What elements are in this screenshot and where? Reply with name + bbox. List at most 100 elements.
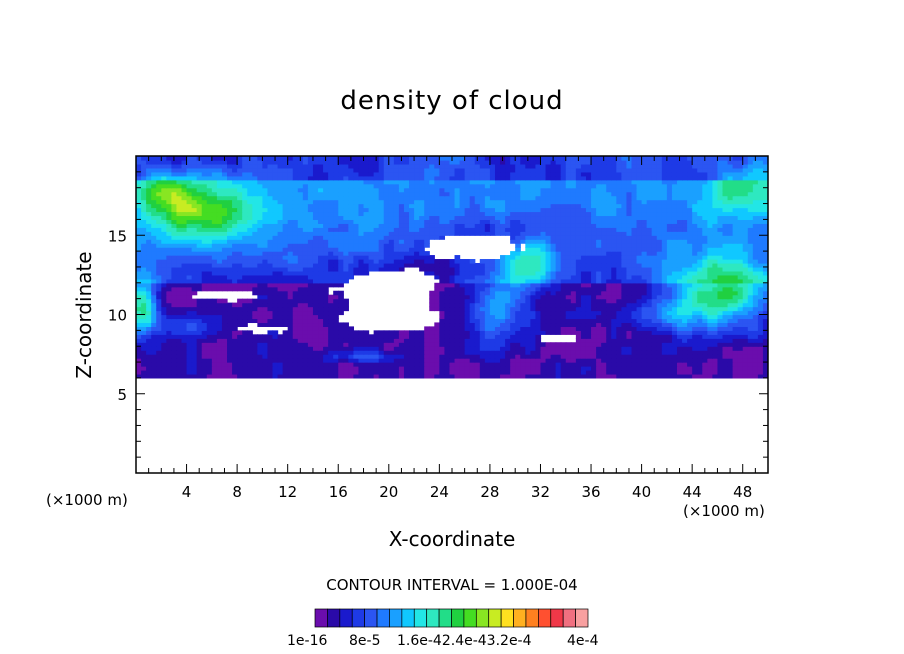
density-cell <box>666 306 673 312</box>
density-cell <box>474 274 481 280</box>
density-cell <box>494 346 501 351</box>
density-cell <box>449 330 456 335</box>
density-cell <box>580 219 587 224</box>
density-cell <box>419 231 425 236</box>
density-cell <box>166 243 172 248</box>
density-cell <box>545 215 552 220</box>
density-cell <box>570 243 577 248</box>
density-cell <box>267 373 274 379</box>
density-cell <box>307 290 314 296</box>
density-cell <box>712 322 719 327</box>
density-cell <box>307 251 314 256</box>
density-cell <box>737 207 744 213</box>
density-cell <box>368 251 375 256</box>
density-cell <box>272 346 279 351</box>
density-cell <box>363 235 370 240</box>
density-cell <box>318 294 324 300</box>
density-cell <box>707 290 713 296</box>
density-cell <box>742 306 749 312</box>
density-cell <box>338 243 344 248</box>
density-cell <box>287 235 294 240</box>
density-cell <box>601 294 607 300</box>
density-cell <box>221 247 228 252</box>
density-cell <box>277 219 284 224</box>
density-cell <box>181 362 188 367</box>
density-cell <box>333 302 339 308</box>
density-cell <box>166 342 172 347</box>
density-cell <box>489 231 496 236</box>
density-cell <box>702 358 708 363</box>
density-cell <box>469 278 476 284</box>
density-cell <box>762 314 768 320</box>
density-cell <box>757 243 764 248</box>
density-cell <box>712 334 719 339</box>
density-cell <box>434 266 440 272</box>
density-cell <box>237 227 243 232</box>
density-cell <box>201 310 208 316</box>
density-cell <box>560 290 567 296</box>
density-cell <box>302 366 309 371</box>
density-cell <box>221 219 228 224</box>
density-cell <box>737 270 744 276</box>
density-cell <box>611 366 617 371</box>
density-cell <box>687 346 693 351</box>
density-cell <box>500 278 506 284</box>
density-cell <box>661 322 668 327</box>
density-cell <box>545 286 552 292</box>
density-cell <box>383 362 390 367</box>
density-cell <box>666 270 673 276</box>
density-cell <box>318 306 324 312</box>
density-cell <box>550 322 557 327</box>
density-cell <box>545 290 552 296</box>
density-cell <box>747 278 754 284</box>
density-cell <box>505 270 511 276</box>
density-cell <box>737 262 744 268</box>
density-cell <box>221 274 228 280</box>
density-cell <box>318 354 324 359</box>
density-cell <box>676 294 683 300</box>
density-cell <box>712 310 719 316</box>
density-cell <box>762 290 768 296</box>
density-cell <box>393 243 400 248</box>
density-cell <box>141 247 147 252</box>
density-cell <box>171 358 178 363</box>
density-cell <box>550 270 557 276</box>
density-cell <box>434 322 440 327</box>
density-cell <box>666 278 673 284</box>
density-cell <box>221 354 228 359</box>
density-cell <box>722 290 729 296</box>
density-cell <box>692 278 698 284</box>
density-cell <box>484 350 491 355</box>
density-cell <box>267 346 274 351</box>
density-cell <box>307 239 314 244</box>
density-cell <box>707 231 713 236</box>
density-cell <box>333 274 339 280</box>
density-cell <box>525 235 531 240</box>
density-cell <box>515 235 521 240</box>
density-cell <box>697 354 703 359</box>
density-cell <box>762 274 768 280</box>
density-cell <box>646 247 653 252</box>
density-cell <box>176 251 183 256</box>
density-cell <box>216 239 223 244</box>
density-cell <box>687 286 693 292</box>
density-cell <box>252 286 258 292</box>
density-cell <box>500 207 506 213</box>
density-cell <box>757 266 764 272</box>
density-cell <box>722 239 729 244</box>
density-cell <box>297 366 304 371</box>
density-cell <box>631 239 638 244</box>
density-cell <box>732 286 739 292</box>
density-cell <box>328 270 334 276</box>
density-cell <box>282 239 289 244</box>
density-cell <box>333 346 339 351</box>
density-cell <box>459 231 466 236</box>
density-cell <box>373 262 380 268</box>
density-cell <box>560 369 567 375</box>
density-cell <box>242 286 248 292</box>
density-cell <box>161 369 167 375</box>
density-cell <box>312 314 319 320</box>
density-cell <box>707 215 713 220</box>
density-cell <box>702 310 708 316</box>
density-cell <box>272 302 279 308</box>
